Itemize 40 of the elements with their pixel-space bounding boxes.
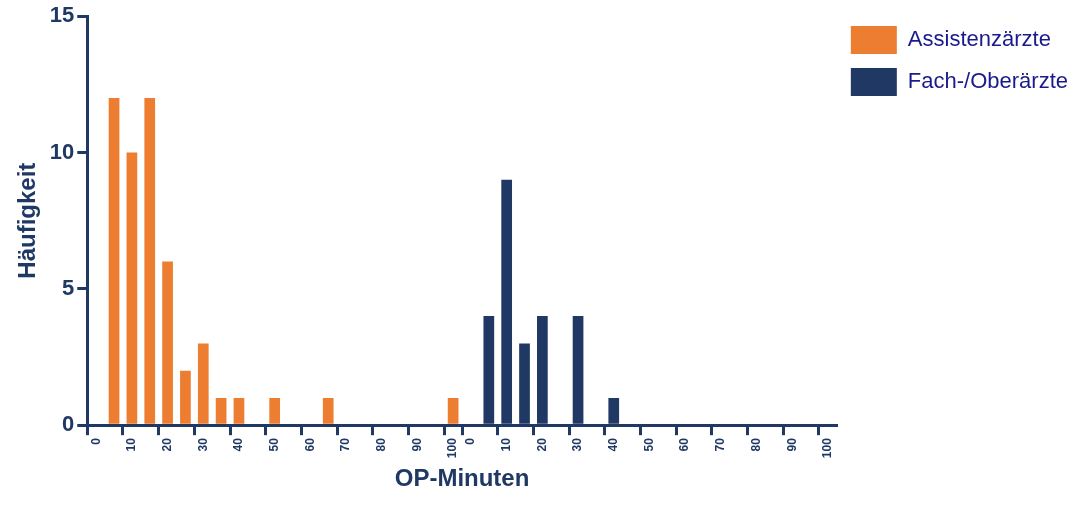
bar [197, 343, 209, 424]
x-tick-label: 100 [445, 437, 460, 459]
x-tick-label: 90 [784, 437, 799, 452]
x-tick-label: 100 [820, 437, 835, 459]
x-tick-label: 40 [606, 437, 621, 452]
bar [233, 397, 245, 424]
bar [162, 261, 173, 424]
x-tick-label: 20 [159, 437, 174, 452]
x-axis-title: OP-Minuten [394, 464, 530, 492]
x-tick-label: 0 [463, 437, 478, 445]
x-tick-label: 50 [266, 437, 281, 452]
bar [322, 397, 334, 424]
x-tick-label: 80 [748, 437, 763, 452]
bar [269, 397, 281, 424]
bar [108, 98, 120, 424]
x-tick-label: 60 [677, 437, 692, 452]
y-tick-label: 5 [62, 274, 75, 300]
y-axis-title: Häufigkeit [13, 162, 41, 279]
x-tick-label: 30 [570, 437, 585, 452]
x-tick-label: 20 [534, 437, 549, 452]
bar [215, 397, 227, 424]
bar [180, 370, 191, 424]
legend-label: Fach-/Oberärzte [907, 68, 1069, 94]
x-tick-label: 0 [88, 437, 103, 445]
legend-label: Assistenzärzte [907, 26, 1051, 52]
bar [144, 98, 156, 424]
x-tick-label: 10 [498, 437, 513, 452]
y-tick-label: 15 [49, 2, 75, 28]
x-tick-label: 60 [302, 437, 317, 452]
x-tick-label: 50 [641, 437, 656, 452]
x-tick-label: 40 [231, 437, 246, 452]
bar [126, 152, 138, 424]
x-tick-label: 10 [124, 437, 139, 452]
x-tick-label: 70 [338, 437, 353, 452]
x-tick-label: 80 [374, 437, 389, 452]
y-tick-label: 10 [49, 138, 75, 164]
x-tick-label: 30 [195, 437, 210, 452]
x-tick-label: 70 [713, 437, 728, 452]
bar [447, 397, 459, 424]
x-tick-label: 90 [409, 437, 424, 452]
